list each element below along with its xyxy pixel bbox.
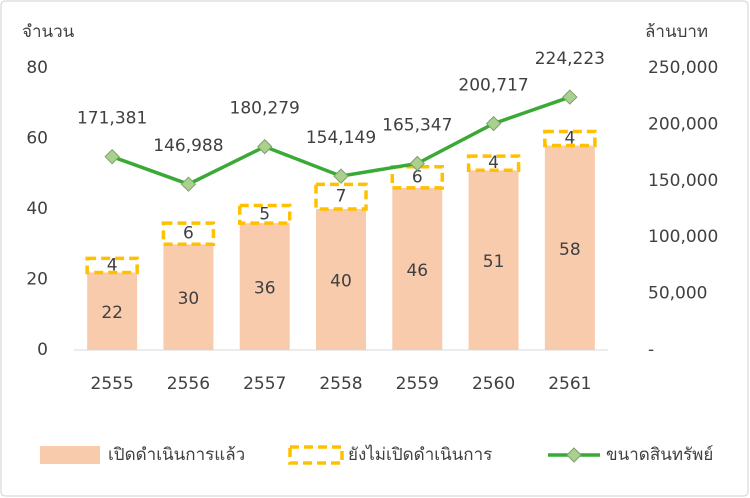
y-tick-label: 0 xyxy=(37,340,48,360)
data-label: 4 xyxy=(488,153,499,173)
x-tick-label: 2561 xyxy=(548,374,591,394)
data-label: 165,347 xyxy=(382,115,452,135)
bar-pending xyxy=(161,221,216,247)
bar-pending xyxy=(85,256,139,275)
data-label: 30 xyxy=(178,289,200,309)
data-label: 22 xyxy=(101,303,123,323)
data-label: 36 xyxy=(254,279,276,299)
bar xyxy=(468,170,519,350)
data-label: 4 xyxy=(107,255,118,275)
bar xyxy=(163,244,214,350)
bar xyxy=(87,272,138,350)
y2-axis-title: ล้านบาท xyxy=(645,22,708,42)
data-label: 6 xyxy=(183,224,194,244)
marker xyxy=(333,168,349,184)
data-label: 180,279 xyxy=(230,99,300,119)
legend-label: ยังไม่เปิดดำเนินการ xyxy=(348,444,492,465)
data-label: 154,149 xyxy=(306,128,376,148)
bar xyxy=(544,145,595,350)
data-label: 224,223 xyxy=(535,49,605,69)
marker xyxy=(104,148,120,165)
y2-tick-label: - xyxy=(648,340,654,360)
data-label: 5 xyxy=(259,204,270,224)
marker xyxy=(409,155,425,172)
data-label: 171,381 xyxy=(77,109,147,129)
data-label: 51 xyxy=(483,252,505,272)
y2-tick-label: 250,000 xyxy=(648,58,718,78)
y2-tick-label: 200,000 xyxy=(648,114,718,134)
y-tick-label: 40 xyxy=(26,199,48,219)
data-label: 40 xyxy=(330,272,352,292)
x-tick-label: 2559 xyxy=(396,374,439,394)
marker xyxy=(485,115,502,132)
x-tick-label: 2558 xyxy=(319,374,362,394)
data-label: 46 xyxy=(406,261,428,281)
y-tick-label: 20 xyxy=(26,270,48,290)
data-label: 58 xyxy=(559,240,581,260)
marker xyxy=(180,176,197,192)
bar xyxy=(316,209,366,350)
x-tick-label: 2556 xyxy=(167,374,210,394)
legend-swatch xyxy=(40,446,100,464)
y2-tick-label: 50,000 xyxy=(648,284,707,304)
bar-pending xyxy=(466,154,521,172)
data-label: 6 xyxy=(412,167,423,187)
legend-swatch xyxy=(566,447,582,463)
legend-label: ขนาดสินทรัพย์ xyxy=(606,445,713,465)
x-tick-label: 2560 xyxy=(472,374,515,394)
bar xyxy=(392,187,443,350)
data-label: 200,717 xyxy=(458,76,528,96)
marker xyxy=(562,89,578,105)
bar-pending xyxy=(390,164,445,190)
bar-pending xyxy=(237,203,292,225)
data-label: 7 xyxy=(336,187,347,207)
y-tick-label: 60 xyxy=(26,129,48,149)
x-tick-label: 2555 xyxy=(91,374,134,394)
y2-tick-label: 150,000 xyxy=(648,171,718,191)
legend-label: เปิดดำเนินการแล้ว xyxy=(108,445,245,465)
y2-tick-label: 100,000 xyxy=(648,227,718,247)
y-axis-title: จำนวน xyxy=(22,22,75,42)
bar-pending xyxy=(543,129,597,148)
y-tick-label: 80 xyxy=(26,58,48,78)
bar-pending xyxy=(314,182,368,211)
bar xyxy=(239,223,290,350)
data-label: 4 xyxy=(564,129,575,149)
data-label: 146,988 xyxy=(153,136,223,156)
x-tick-label: 2557 xyxy=(243,374,286,394)
marker xyxy=(257,138,273,155)
legend-swatch xyxy=(288,445,344,465)
